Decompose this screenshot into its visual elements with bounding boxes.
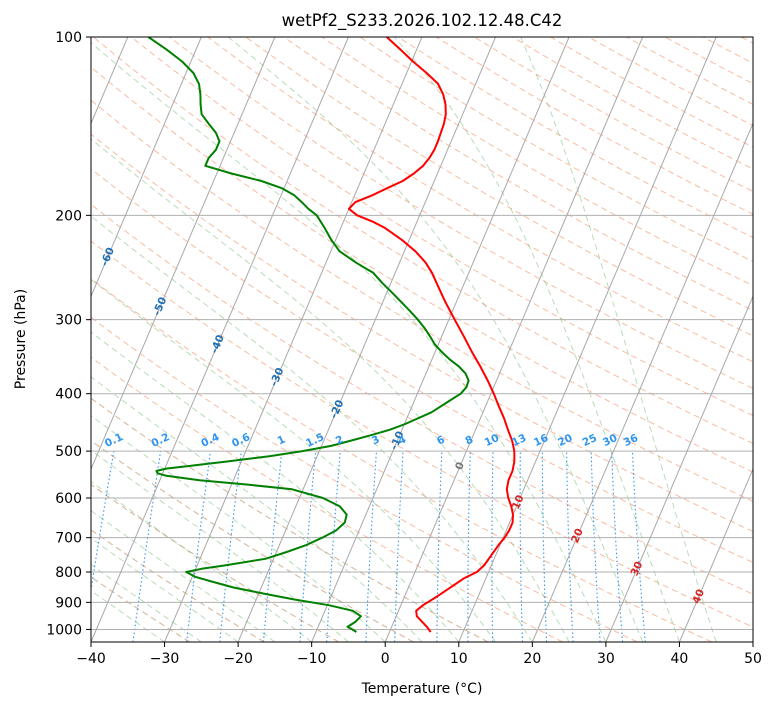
x-tick-label: 10 [450, 651, 468, 667]
moist-adiabat-line [91, 589, 165, 642]
mixing-ratio-line [262, 451, 283, 642]
dry-adiabat-line [91, 133, 753, 533]
moist-adiabat-line [91, 509, 276, 642]
moist-adiabat-line [91, 42, 607, 642]
dry-adiabat-line [91, 278, 713, 642]
isotherm-line [91, 37, 202, 298]
dry-adiabat-line [169, 37, 753, 389]
moist-adiabat-line [520, 37, 717, 642]
y-tick-label: 600 [55, 491, 82, 507]
mixing-ratio-label: 30 [601, 432, 619, 449]
dry-adiabat-line [91, 529, 265, 642]
isotherm-label: 20 [569, 527, 586, 545]
mixing-ratio-label: 36 [622, 432, 640, 449]
moist-adiabat-line [91, 564, 202, 642]
mixing-ratio-line [219, 451, 242, 642]
y-tick-label: 900 [55, 595, 82, 611]
mixing-ratio-label: 6 [435, 434, 447, 448]
x-tick-label: −10 [297, 651, 327, 667]
isobar-gridlines [91, 214, 753, 630]
isotherm-line [237, 37, 497, 642]
mixing-ratio-label: 16 [532, 432, 550, 449]
dry-adiabat-line [91, 240, 753, 628]
y-tick-label: 500 [55, 444, 82, 460]
dry-adiabat-line [283, 37, 753, 312]
mixing-ratio-label: 3 [370, 434, 382, 448]
x-tick-label: 20 [523, 651, 541, 667]
dry-adiabat-line [91, 356, 563, 642]
y-tick-label: 200 [55, 208, 82, 224]
moist-adiabat-line [91, 537, 239, 642]
isotherm-line [91, 37, 276, 471]
dry-adiabats [91, 37, 753, 642]
mixing-ratio-label: 4 [396, 434, 408, 448]
isotherm-line [678, 467, 753, 642]
plot-frame [90, 36, 754, 643]
y-axis-label: Pressure (hPa) [13, 289, 29, 389]
moist-adiabats [91, 37, 717, 642]
isotherm-line [311, 37, 570, 642]
y-tick-label: 700 [55, 531, 82, 547]
dry-adiabat-line [131, 37, 753, 417]
plot-area: -100-90-80-70-60-50-40-30-20-10010203040… [91, 37, 753, 642]
isotherm-line [531, 122, 753, 642]
x-axis: −40 −30 −20 −10 0 10 20 30 40 50 [76, 642, 762, 667]
temperature-profile-line [347, 37, 516, 633]
x-tick-label: −20 [223, 651, 253, 667]
isotherm-line [164, 37, 423, 642]
x-tick-label: −30 [150, 651, 180, 667]
isotherm-label: 30 [629, 560, 646, 578]
dewpoint-profile-line [147, 37, 470, 633]
mixing-ratio-label: 10 [483, 432, 501, 449]
isotherm-line [91, 37, 349, 642]
moist-adiabat-line [91, 138, 570, 642]
moist-adiabat-line [393, 37, 680, 642]
isotherm-gridlines [91, 37, 753, 642]
dry-adiabat-line [91, 316, 638, 642]
isotherm-line [384, 37, 644, 642]
mixing-ratio-line [186, 451, 212, 642]
mixing-ratio-label: 13 [510, 432, 528, 449]
x-tick-label: 40 [671, 651, 689, 667]
moist-adiabat-line [91, 215, 533, 642]
y-tick-label: 300 [55, 313, 82, 329]
x-tick-label: 50 [744, 651, 762, 667]
chart-title: wetPf2_S233.2026.102.12.48.C42 [282, 11, 563, 31]
mixing-ratio-label: 2 [334, 434, 346, 448]
dry-adiabat-line [321, 37, 753, 287]
x-tick-label: −40 [76, 651, 106, 667]
isotherm-line [605, 295, 753, 642]
mixing-ratio-label: 25 [581, 432, 599, 449]
dry-adiabat-line [91, 483, 340, 642]
y-tick-label: 100 [55, 30, 82, 46]
dry-adiabat-line [91, 203, 753, 595]
moist-adiabat-line [91, 278, 496, 642]
isotherm-label: 10 [510, 493, 527, 511]
x-tick-label: 30 [597, 651, 615, 667]
y-tick-label: 400 [55, 387, 82, 403]
x-tick-label: 0 [381, 651, 390, 667]
moist-adiabat-line [227, 37, 644, 642]
isotherm-label: 40 [690, 588, 707, 606]
moist-adiabat-line [91, 480, 312, 642]
y-tick-label: 800 [55, 565, 82, 581]
mixing-ratio-label: 1 [276, 434, 288, 448]
dry-adiabat-line [91, 99, 753, 502]
moist-adiabat-line [91, 331, 460, 642]
mixing-ratio-line [91, 451, 115, 594]
y-axis: 1000 900 800 700 600 500 400 300 200 100 [46, 30, 91, 638]
mixing-ratio-label: 20 [556, 432, 574, 449]
mixing-ratio-label: 8 [463, 434, 475, 448]
moist-adiabat-line [91, 415, 386, 642]
isotherm-label: 0 [453, 460, 467, 471]
profiles [147, 37, 516, 633]
x-axis-label: Temperature (°C) [361, 681, 483, 697]
y-tick-label: 1000 [46, 622, 82, 638]
